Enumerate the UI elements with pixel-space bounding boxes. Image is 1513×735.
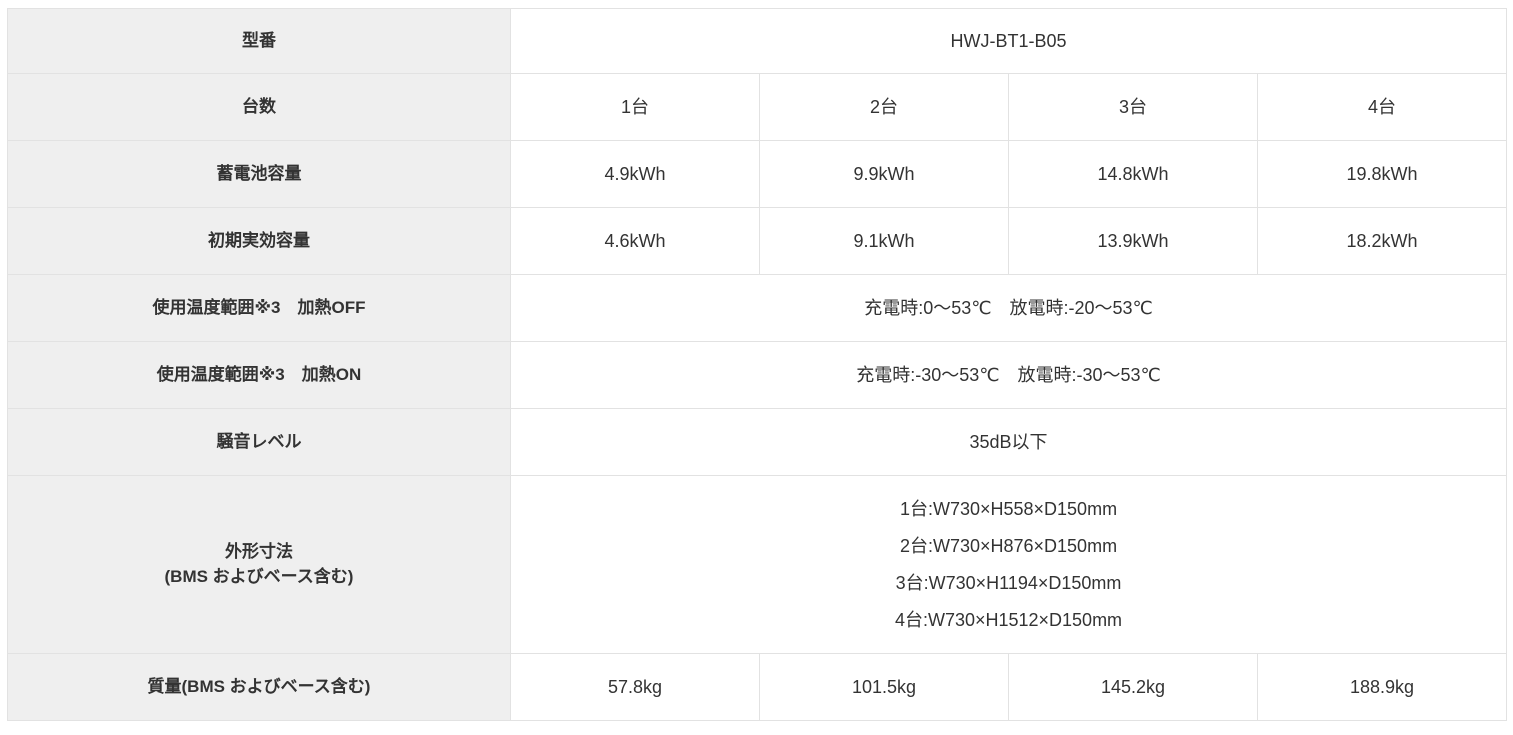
dimensions-line-2: 2台:W730×H876×D150mm xyxy=(899,535,1118,556)
units-value-1: 1台 xyxy=(510,73,760,141)
capacity-value-4: 19.8kWh xyxy=(1256,140,1508,208)
row-temp-range-on: 使用温度範囲※3 加熱ON 充電時:-30〜53℃ 放電時:-30〜53℃ xyxy=(7,341,1508,409)
dimensions-line-3: 3台:W730×H1194×D150mm xyxy=(895,572,1122,593)
dimensions-line-1: 1台:W730×H558×D150mm xyxy=(899,498,1118,519)
dimensions-value: 1台:W730×H558×D150mm 2台:W730×H876×D150mm … xyxy=(509,475,1508,654)
initial-capacity-value-3: 13.9kWh xyxy=(1008,207,1258,275)
weight-value-3: 145.2kg xyxy=(1008,653,1258,721)
row-model: 型番 HWJ-BT1-B05 xyxy=(7,8,1508,74)
row-initial-capacity: 初期実効容量 4.6kWh 9.1kWh 13.9kWh 18.2kWh xyxy=(7,207,1508,275)
weight-value-1: 57.8kg xyxy=(510,653,760,721)
row-label-temp-range-off: 使用温度範囲※3 加熱OFF xyxy=(7,274,511,342)
row-label-capacity: 蓄電池容量 xyxy=(7,140,511,208)
initial-capacity-value-4: 18.2kWh xyxy=(1256,207,1508,275)
row-label-temp-range-on: 使用温度範囲※3 加熱ON xyxy=(7,341,511,409)
row-label-model: 型番 xyxy=(7,8,511,74)
capacity-value-3: 14.8kWh xyxy=(1008,140,1258,208)
weight-value-2: 101.5kg xyxy=(759,653,1009,721)
row-noise: 騒音レベル 35dB以下 xyxy=(7,408,1508,476)
initial-capacity-value-2: 9.1kWh xyxy=(759,207,1009,275)
initial-capacity-value-1: 4.6kWh xyxy=(510,207,760,275)
row-label-weight: 質量(BMS およびベース含む) xyxy=(7,653,511,721)
units-value-3: 3台 xyxy=(1008,73,1258,141)
temp-range-on-value: 充電時:-30〜53℃ 放電時:-30〜53℃ xyxy=(509,341,1508,409)
row-temp-range-off: 使用温度範囲※3 加熱OFF 充電時:0〜53℃ 放電時:-20〜53℃ xyxy=(7,274,1508,342)
weight-value-4: 188.9kg xyxy=(1256,653,1508,721)
row-capacity: 蓄電池容量 4.9kWh 9.9kWh 14.8kWh 19.8kWh xyxy=(7,140,1508,208)
capacity-value-1: 4.9kWh xyxy=(510,140,760,208)
row-label-dimensions: 外形寸法 (BMS およびベース含む) xyxy=(7,475,511,654)
row-weight: 質量(BMS およびベース含む) 57.8kg 101.5kg 145.2kg … xyxy=(7,653,1508,721)
spec-table: 型番 HWJ-BT1-B05 台数 1台 2台 3台 4台 蓄電池容量 4.9k… xyxy=(7,8,1508,721)
row-label-initial-capacity: 初期実効容量 xyxy=(7,207,511,275)
noise-value: 35dB以下 xyxy=(509,408,1508,476)
units-value-2: 2台 xyxy=(759,73,1009,141)
row-label-noise: 騒音レベル xyxy=(7,408,511,476)
dimensions-label-line1: 外形寸法 xyxy=(225,541,293,561)
temp-range-off-value: 充電時:0〜53℃ 放電時:-20〜53℃ xyxy=(509,274,1508,342)
dimensions-line-4: 4台:W730×H1512×D150mm xyxy=(894,609,1123,630)
row-units: 台数 1台 2台 3台 4台 xyxy=(7,73,1508,141)
row-dimensions: 外形寸法 (BMS およびベース含む) 1台:W730×H558×D150mm … xyxy=(7,475,1508,654)
units-value-4: 4台 xyxy=(1256,73,1508,141)
capacity-value-2: 9.9kWh xyxy=(759,140,1009,208)
model-number-value: HWJ-BT1-B05 xyxy=(509,8,1508,74)
row-label-units: 台数 xyxy=(7,73,511,141)
dimensions-label-line2: (BMS およびベース含む) xyxy=(164,566,354,586)
